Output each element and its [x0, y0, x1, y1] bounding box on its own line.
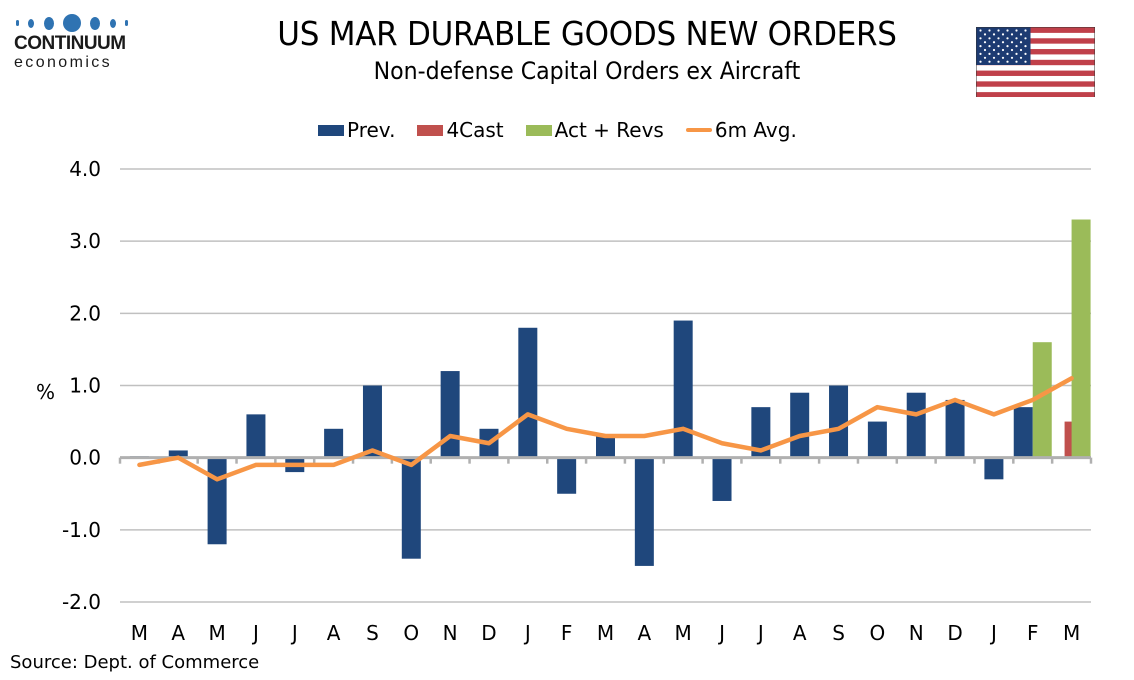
- x-tick-label: A: [327, 621, 341, 645]
- legend-swatch-4cast: [417, 124, 444, 136]
- x-tick-label: F: [1027, 621, 1039, 645]
- x-tick-label: J: [523, 621, 531, 645]
- x-tick-label: D: [481, 621, 496, 645]
- x-tick-label: M: [131, 621, 148, 645]
- y-axis-title: %: [36, 380, 56, 404]
- bar-prev: [518, 327, 538, 458]
- x-tick-label: J: [290, 621, 298, 645]
- bar-prev: [673, 320, 693, 458]
- bar-prev: [207, 457, 227, 545]
- x-tick-label: J: [989, 621, 997, 645]
- bar-prev: [945, 399, 965, 458]
- bar-prev: [906, 392, 926, 458]
- continuum-economics-logo: CONTINUUM economics: [14, 14, 134, 71]
- legend-label-act-revs: Act + Revs: [554, 118, 664, 142]
- bar-prev: [401, 457, 421, 559]
- x-tick-label: M: [208, 621, 225, 645]
- bar-act-revs: [1032, 342, 1052, 458]
- bar-prev: [634, 457, 654, 566]
- bar-prev: [751, 407, 771, 458]
- chart-legend: Prev. 4Cast Act + Revs 6m Avg.: [318, 118, 819, 142]
- legend-item-prev: Prev.: [318, 118, 395, 142]
- y-tick-label: 2.0: [69, 301, 101, 325]
- x-tick-label: J: [756, 621, 764, 645]
- x-tick-label: J: [251, 621, 259, 645]
- legend-item-act-revs: Act + Revs: [525, 118, 664, 142]
- bar-prev: [1013, 407, 1033, 458]
- x-tick-label: A: [171, 621, 185, 645]
- y-tick-label: -1.0: [62, 518, 101, 542]
- logo-name: CONTINUUM: [14, 33, 126, 54]
- y-tick-label: 3.0: [69, 229, 101, 253]
- bar-prev: [867, 421, 887, 458]
- x-tick-label: O: [403, 621, 419, 645]
- logo-dots-icon: [16, 14, 128, 32]
- legend-item-6m-avg: 6m Avg.: [685, 118, 797, 142]
- chart-title: US MAR DURABLE GOODS NEW ORDERS: [277, 14, 897, 53]
- legend-swatch-act-revs: [525, 124, 552, 136]
- x-tick-label: N: [909, 621, 924, 645]
- legend-swatch-6m-avg: [685, 128, 712, 132]
- x-tick-label: S: [832, 621, 845, 645]
- x-tick-label: N: [443, 621, 458, 645]
- x-tick-label: S: [366, 621, 379, 645]
- source-note: Source: Dept. of Commerce: [10, 652, 260, 673]
- bar-prev: [557, 457, 577, 494]
- legend-label-6m-avg: 6m Avg.: [714, 118, 797, 142]
- x-tick-label: O: [870, 621, 886, 645]
- bar-prev: [596, 436, 615, 458]
- us-flag-icon: [976, 27, 1095, 97]
- x-tick-label: A: [793, 621, 807, 645]
- x-tick-label: M: [675, 621, 692, 645]
- bar-prev: [790, 392, 810, 458]
- bar-prev: [324, 428, 344, 458]
- y-tick-label: 0.0: [69, 446, 101, 470]
- bar-prev: [362, 385, 382, 458]
- bar-prev: [712, 457, 732, 501]
- legend-label-4cast: 4Cast: [446, 118, 504, 142]
- chart-subtitle: Non-defense Capital Orders ex Aircraft: [373, 57, 801, 85]
- x-tick-label: M: [1063, 621, 1080, 645]
- y-tick-label: 4.0: [69, 157, 101, 181]
- legend-swatch-prev: [318, 124, 344, 136]
- bar-act-revs: [1071, 219, 1091, 458]
- x-tick-label: J: [717, 621, 725, 645]
- x-tick-label: A: [637, 621, 651, 645]
- bar-prev: [829, 385, 849, 458]
- line-6m-avg: [137, 376, 1074, 482]
- y-tick-label: 1.0: [69, 374, 101, 398]
- x-tick-label: F: [561, 621, 573, 645]
- bar-prev: [168, 450, 188, 458]
- y-tick-label: -2.0: [62, 590, 101, 614]
- x-tick-label: M: [597, 621, 614, 645]
- bar-prev: [440, 371, 460, 458]
- bar-prev: [984, 457, 1004, 480]
- x-tick-label: D: [947, 621, 962, 645]
- bar-prev: [246, 414, 266, 458]
- logo-subname: economics: [14, 54, 113, 71]
- legend-label-prev: Prev.: [347, 118, 396, 142]
- legend-item-4cast: 4Cast: [417, 118, 504, 142]
